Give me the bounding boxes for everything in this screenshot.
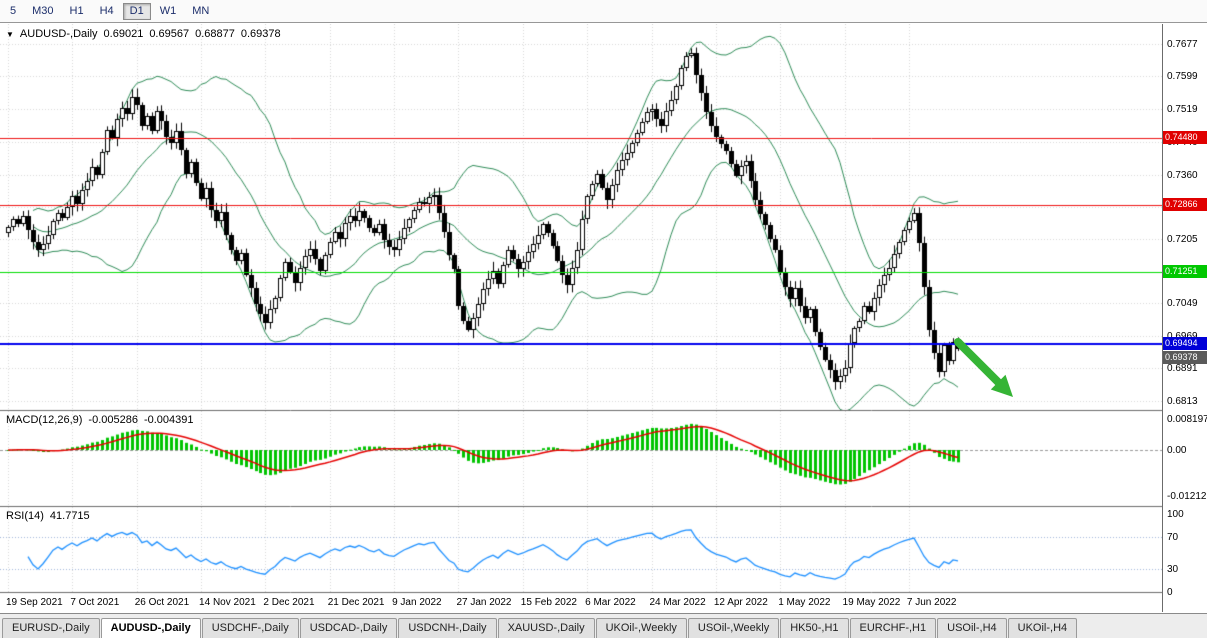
date-axis-label: 9 Jan 2022 [392, 597, 442, 608]
date-axis-label: 6 Mar 2022 [585, 597, 636, 608]
chart-tab-usoil[interactable]: USOil-,H4 [937, 618, 1007, 638]
macd-axis-label: 0.00 [1167, 445, 1187, 456]
price-axis-label: 0.6969 [1167, 331, 1198, 342]
chart-close-value: 0.69378 [240, 28, 281, 40]
chart-tab-usdcad[interactable]: USDCAD-,Daily [299, 618, 398, 638]
date-axis-label: 7 Oct 2021 [70, 597, 120, 608]
macd-value2: -0.004391 [143, 414, 194, 426]
chart-tab-usdchf[interactable]: USDCHF-,Daily [201, 618, 299, 638]
chart-low-value: 0.68877 [195, 28, 235, 40]
chart-tab-hk50[interactable]: HK50-,H1 [780, 618, 849, 638]
timeframe-button-mn[interactable]: MN [192, 4, 210, 17]
chart-tabs-bar: EURUSD-,Daily AUDUSD-,Daily USDCHF-,Daily U… [0, 613, 1207, 638]
date-axis-label: 15 Feb 2022 [520, 597, 577, 608]
rsi-name: RSI(14) [6, 510, 44, 522]
date-axis-label: 14 Nov 2021 [199, 597, 256, 608]
macd-value1: -0.005286 [88, 414, 138, 426]
chart-tab-audusd[interactable]: AUDUSD-,Daily [100, 618, 201, 638]
macd-axis-label: -0.01212 [1167, 490, 1207, 502]
chart-area: ▼ AUDUSD-,Daily 0.69021 0.69567 0.68877 … [0, 24, 1207, 613]
bid-price-badge: 0.69378 [1163, 351, 1207, 365]
timeframe-button-m30[interactable]: M30 [32, 4, 54, 17]
chart-tab-eurchf[interactable]: EURCHF-,H1 [849, 618, 937, 638]
rsi-value: 41.7715 [49, 510, 90, 522]
date-axis-label: 21 Dec 2021 [327, 597, 385, 608]
rsi-axis-label: 0 [1167, 587, 1173, 598]
rsi-indicator-label: RSI(14) 41.7715 [6, 510, 90, 522]
price-axis-label: 0.7205 [1167, 233, 1198, 245]
price-axis-label: 0.7599 [1167, 71, 1198, 83]
date-axis-label: 2 Dec 2021 [263, 597, 315, 608]
price-level-badge: 0.72866 [1163, 198, 1207, 212]
timeframe-button-d1[interactable]: D1 [122, 2, 151, 20]
rsi-axis-label: 70 [1167, 532, 1179, 544]
price-axis-label: 0.6891 [1167, 363, 1198, 375]
chevron-down-icon[interactable]: ▼ [6, 29, 14, 39]
date-axis-label: 27 Jan 2022 [456, 597, 512, 608]
chart-tab-usdcnh[interactable]: USDCNH-,Daily [398, 618, 497, 638]
timeframe-button-h4[interactable]: H4 [99, 4, 114, 17]
date-axis-label: 19 Sep 2021 [6, 597, 63, 608]
price-axis-label: 0.7049 [1167, 298, 1198, 310]
price-axis-label: 0.7519 [1167, 104, 1198, 116]
price-axis-label: 0.7360 [1167, 169, 1198, 181]
down-trend-arrow-annotation[interactable] [950, 334, 1020, 404]
price-axis-label: 0.6813 [1167, 395, 1198, 407]
date-axis-label: 7 Jun 2022 [906, 597, 957, 608]
date-axis-label: 24 Mar 2022 [649, 597, 706, 608]
price-chart-canvas[interactable] [0, 24, 1162, 612]
timeframe-button-w1[interactable]: W1 [159, 4, 177, 17]
macd-indicator-label: MACD(12,26,9) -0.005286 -0.004391 [6, 414, 194, 426]
chart-tab-ukoil[interactable]: UKOil-,H4 [1007, 618, 1078, 638]
chart-tab-usoil[interactable]: USOil-,Weekly [687, 618, 780, 638]
timeframe-button-h1[interactable]: H1 [69, 4, 84, 17]
time-scale[interactable]: 19 Sep 2021 7 Oct 2021 26 Oct 2021 14 Nov 2… [0, 594, 1162, 612]
price-level-badge: 0.71251 [1163, 264, 1207, 278]
price-scale[interactable]: 0.76770.75990.75190.74400.73600.72820.72… [1162, 24, 1207, 612]
macd-axis-label: 0.008197 [1167, 414, 1207, 426]
date-axis-label: 26 Oct 2021 [134, 597, 190, 608]
date-axis-label: 1 May 2022 [778, 597, 831, 608]
chart-tab-eurusd[interactable]: EURUSD-,Daily [2, 618, 100, 638]
date-axis-label: 19 May 2022 [842, 597, 901, 608]
chart-tab-xauusd[interactable]: XAUUSD-,Daily [497, 618, 595, 638]
price-level-badge: 0.69494 [1163, 337, 1207, 351]
timeframe-toolbar: 5 M30 H1 H4 D1 W1 MN [0, 0, 1207, 23]
macd-name: MACD(12,26,9) [6, 414, 83, 426]
timeframe-button-5[interactable]: 5 [10, 4, 17, 17]
chart-open-value: 0.69021 [103, 28, 144, 40]
chart-high-value: 0.69567 [149, 28, 190, 40]
rsi-axis-label: 100 [1167, 509, 1184, 520]
chart-tab-ukoil[interactable]: UKOil-,Weekly [595, 618, 687, 638]
date-axis-label: 12 Apr 2022 [713, 597, 768, 608]
rsi-axis-label: 30 [1167, 563, 1179, 575]
price-level-badge: 0.74480 [1163, 131, 1207, 145]
chart-symbol-period: AUDUSD-,Daily [19, 28, 98, 40]
chart-info: ▼ AUDUSD-,Daily 0.69021 0.69567 0.68877 … [6, 28, 281, 40]
price-axis-label: 0.7677 [1167, 38, 1198, 50]
